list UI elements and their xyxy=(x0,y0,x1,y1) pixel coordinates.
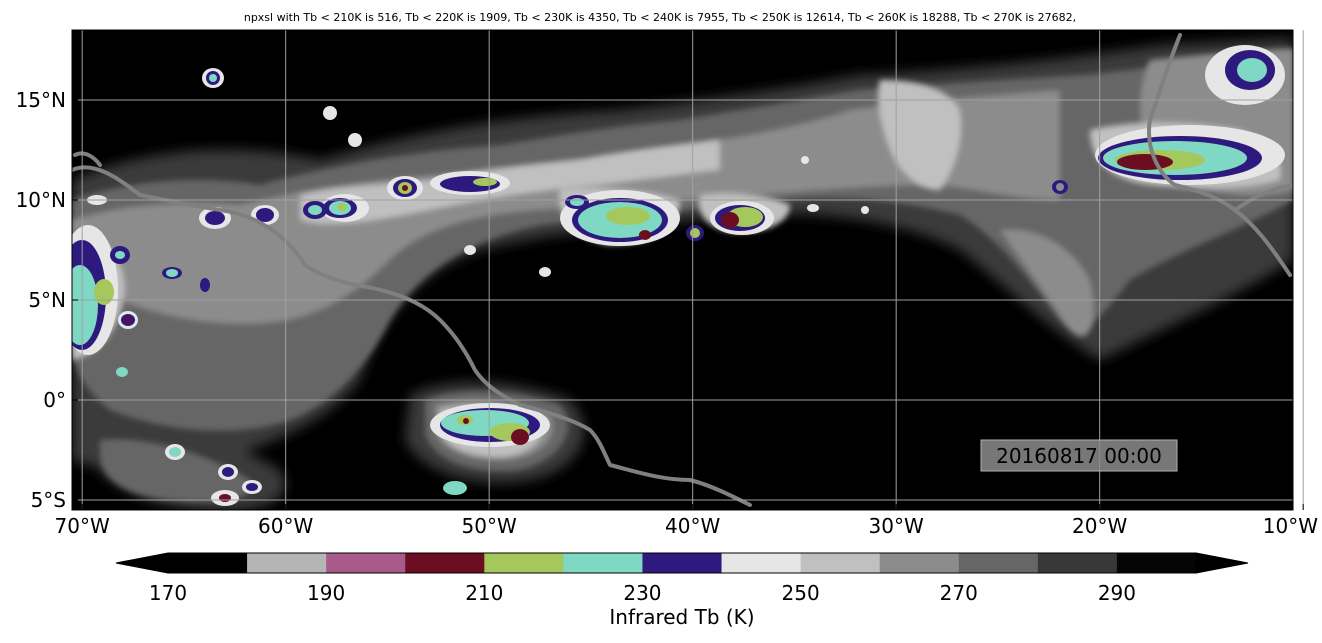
colorbar-bin xyxy=(405,553,485,573)
lon-tick-label: 60°W xyxy=(258,514,313,538)
lon-tick-label: 50°W xyxy=(462,514,517,538)
lon-tick-label: 10°W xyxy=(1263,514,1318,538)
lon-tick-label: 40°W xyxy=(665,514,720,538)
lat-tick-label: 15°N xyxy=(16,88,66,112)
colorbar-bin xyxy=(800,553,881,573)
cell-amazon-core xyxy=(511,429,529,445)
colorbar-over-arrow xyxy=(1195,552,1249,574)
lon-tick-label: 70°W xyxy=(55,514,110,538)
colorbar-bin xyxy=(721,553,802,573)
cell-small-9 xyxy=(861,206,869,214)
cell-67w-teal xyxy=(115,251,125,259)
coast-africa-west xyxy=(1147,33,1292,277)
cloud-band-mid-3 xyxy=(100,439,252,502)
cell-64w-teal xyxy=(166,269,178,277)
colorbar-tick-label: 190 xyxy=(307,581,345,605)
lon-tick-label: 30°W xyxy=(869,514,924,538)
cell-small-3 xyxy=(464,245,476,255)
cell-east-top-teal xyxy=(1237,58,1267,82)
coast-africa-bight xyxy=(1233,183,1293,212)
cell-small-2 xyxy=(348,133,362,147)
figure-title: npxsl with Tb < 210K is 516, Tb < 220K i… xyxy=(244,11,1076,24)
cell-sw-2-indigo xyxy=(222,467,234,477)
colorbar-bin xyxy=(1116,553,1197,573)
cell-50w-green xyxy=(473,178,497,186)
colorbar-label: Infrared Tb (K) xyxy=(609,605,754,629)
colorbar-bin xyxy=(563,553,643,573)
colorbar-tick-label: 230 xyxy=(623,581,661,605)
colorbar-bin xyxy=(958,553,1039,573)
colorbar-bin xyxy=(642,553,723,573)
colorbar-tick-label: 290 xyxy=(1098,581,1136,605)
cell-58w-9n-indigo xyxy=(256,208,274,222)
colorbar-bin xyxy=(168,553,248,573)
lon-tick-label: 20°W xyxy=(1072,514,1127,538)
colorbar-bin xyxy=(879,553,960,573)
coast-caribbean-islands xyxy=(73,151,102,167)
cell-amazon-sw-teal xyxy=(443,481,467,495)
coastlines xyxy=(72,33,1293,507)
colorbar-tick-label: 250 xyxy=(782,581,820,605)
colorbar-bin xyxy=(326,553,406,573)
colorbar xyxy=(115,552,1249,574)
cell-38w-core xyxy=(721,212,739,228)
cell-68w-core xyxy=(125,317,131,323)
cell-sw-3-core xyxy=(219,494,231,502)
cell-58w-green xyxy=(337,203,347,211)
cell-small-4 xyxy=(539,267,551,277)
colorbar-tick-label: 210 xyxy=(465,581,503,605)
lat-tick-label: 10°N xyxy=(16,188,66,212)
cell-east-large-core xyxy=(1117,154,1173,170)
cell-sw-1-teal xyxy=(169,447,181,457)
cell-west-edge-teal xyxy=(72,265,98,345)
lat-tick-label: 0° xyxy=(43,388,66,412)
colorbar-tick-label: 170 xyxy=(149,581,187,605)
map-frame xyxy=(71,29,1294,511)
colorbar-tick-label: 270 xyxy=(940,581,978,605)
cloud-band-bright-1 xyxy=(300,140,720,225)
lat-tick-label: 5°N xyxy=(28,288,66,312)
cell-59w-indigo xyxy=(205,211,225,225)
cell-small-6 xyxy=(116,367,128,377)
timestamp-box: 20160817 00:00 xyxy=(980,439,1178,472)
cell-44w-teal xyxy=(570,198,584,206)
colorbar-bin xyxy=(1037,553,1118,573)
cell-sw-4-indigo xyxy=(246,483,258,491)
lat-tick-label: 5°S xyxy=(31,488,66,512)
cell-63w-top-teal xyxy=(209,74,217,82)
map-grid xyxy=(72,30,1304,510)
cell-21w-gray xyxy=(1056,183,1064,191)
timestamp-background xyxy=(980,439,1178,472)
colorbar-bin xyxy=(484,553,564,573)
cell-mid-atlantic-core xyxy=(639,230,651,240)
cell-61w-teal xyxy=(308,205,322,215)
longitude-tick-labels: 70°W 60°W 50°W 40°W 30°W 20°W 10°W xyxy=(55,514,1319,538)
cloud-band-light-2 xyxy=(1000,229,1094,337)
colorbar-under-arrow xyxy=(115,552,169,574)
colorbar-bin xyxy=(247,553,327,573)
cloud-band-bright-4 xyxy=(878,80,962,190)
coast-south-america-north xyxy=(72,165,752,507)
map-panel: 20160817 00:00 xyxy=(71,29,1304,511)
colorbar-tick-labels: 170 190 210 230 250 270 290 xyxy=(149,581,1136,605)
timestamp-label: 20160817 00:00 xyxy=(996,444,1162,468)
cell-amazon-core-2 xyxy=(463,418,469,424)
cell-small-5 xyxy=(200,278,210,292)
colorbar-frame xyxy=(167,552,1197,574)
cell-54w-core xyxy=(402,185,408,191)
convective-cells xyxy=(72,45,1285,506)
cell-mid-atlantic-green xyxy=(606,207,650,225)
cell-west-edge-green xyxy=(94,279,114,305)
cell-small-10 xyxy=(807,204,819,212)
cell-small-1 xyxy=(323,106,337,120)
cell-40w-green xyxy=(690,228,700,238)
cell-small-8 xyxy=(801,156,809,164)
tb-field xyxy=(72,33,1293,510)
latitude-tick-labels: 15°N 10°N 5°N 0° 5°S xyxy=(16,88,66,512)
